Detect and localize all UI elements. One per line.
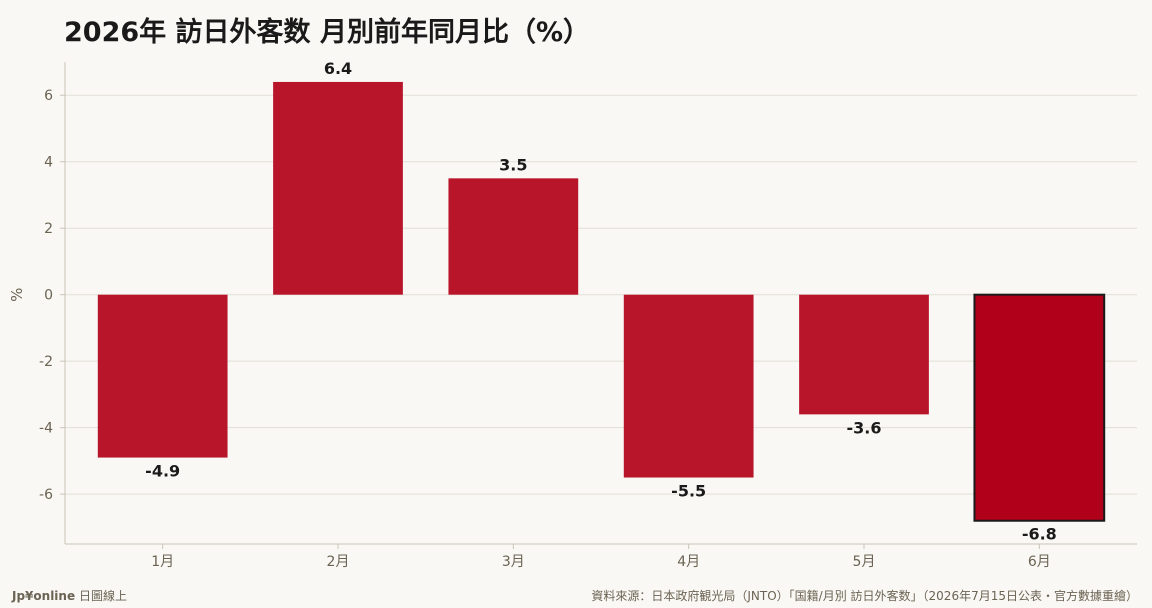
x-tick-label: 3月 xyxy=(502,554,525,570)
y-tick-label: 6 xyxy=(44,88,53,104)
bar-chart: 6 4 2 0 -2 -4 -6 -4.9 6.4 3.5 -5.5 -3.6 -6.8 1月 2月 3月… xyxy=(8,59,1137,570)
data-label: -6.8 xyxy=(1022,525,1057,544)
data-label: -3.6 xyxy=(847,418,882,437)
gridlines xyxy=(65,94,1137,495)
bar-2 xyxy=(273,81,403,295)
bar-6 xyxy=(973,293,1106,522)
data-label: 6.4 xyxy=(324,59,352,78)
x-tick-label: 4月 xyxy=(677,554,700,570)
y-tick-label: 2 xyxy=(44,221,53,237)
x-tick-label: 6月 xyxy=(1028,554,1051,570)
chart-title: 2026年 訪日外客数 月別前年同月比（%） xyxy=(64,17,590,48)
x-tick-label: 2月 xyxy=(327,554,350,570)
y-axis-label: % xyxy=(8,288,26,302)
bar-3 xyxy=(448,178,579,295)
brand-subtitle: 日圖線上 xyxy=(78,589,127,603)
bar-5 xyxy=(799,294,929,415)
data-label: -4.9 xyxy=(145,462,180,481)
y-tick-label: -4 xyxy=(39,421,53,437)
x-tick-label: 1月 xyxy=(151,554,174,570)
bars xyxy=(97,81,1106,522)
x-tick-label: 5月 xyxy=(853,554,876,570)
data-label: -5.5 xyxy=(671,482,706,501)
brand-name: Jp¥online xyxy=(12,589,76,603)
source-note: 資料來源：日本政府観光局（JNTO）「国籍/月別 訪日外客数」（2026年7月1… xyxy=(591,589,1138,603)
bar-1 xyxy=(97,294,228,458)
data-labels: -4.9 6.4 3.5 -5.5 -3.6 -6.8 xyxy=(145,59,1057,544)
y-tick-labels: 6 4 2 0 -2 -4 -6 xyxy=(39,88,65,503)
y-tick-label: -2 xyxy=(39,354,53,370)
bar-4 xyxy=(623,294,754,478)
y-tick-label: -6 xyxy=(39,487,53,503)
brand-footer: Jp¥online 日圖線上 xyxy=(12,587,127,604)
y-tick-label: 4 xyxy=(44,155,53,171)
y-tick-label: 0 xyxy=(44,288,53,304)
x-tick-labels: 1月 2月 3月 4月 5月 6月 xyxy=(151,544,1051,570)
data-label: 3.5 xyxy=(499,155,527,174)
